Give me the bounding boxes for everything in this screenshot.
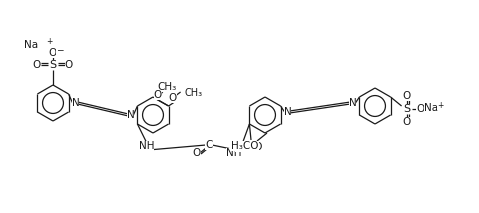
Text: N: N (349, 98, 356, 108)
Text: −: − (56, 46, 64, 55)
Text: S: S (403, 104, 410, 114)
Text: Na: Na (423, 103, 438, 113)
Text: +: + (46, 37, 52, 46)
Text: O: O (402, 117, 411, 127)
Text: CH₃: CH₃ (158, 82, 177, 92)
Text: O: O (416, 104, 425, 114)
Text: H₃CO: H₃CO (235, 142, 263, 152)
Text: CH₃: CH₃ (184, 88, 203, 98)
Text: O: O (49, 48, 57, 58)
Text: O: O (65, 60, 73, 70)
Text: H₃CO: H₃CO (231, 141, 259, 151)
Text: O: O (154, 90, 162, 100)
Text: +: + (437, 101, 444, 109)
Text: O: O (33, 60, 41, 70)
Text: N: N (284, 107, 291, 117)
Text: C: C (205, 140, 213, 150)
Text: N: N (72, 98, 80, 108)
Text: NH: NH (226, 148, 241, 158)
Text: NH: NH (138, 141, 154, 151)
Text: S: S (49, 60, 57, 70)
Text: O: O (402, 91, 411, 101)
Text: O: O (193, 148, 201, 158)
Text: N: N (126, 110, 134, 120)
Text: Na: Na (24, 40, 38, 50)
Text: O: O (169, 93, 177, 103)
